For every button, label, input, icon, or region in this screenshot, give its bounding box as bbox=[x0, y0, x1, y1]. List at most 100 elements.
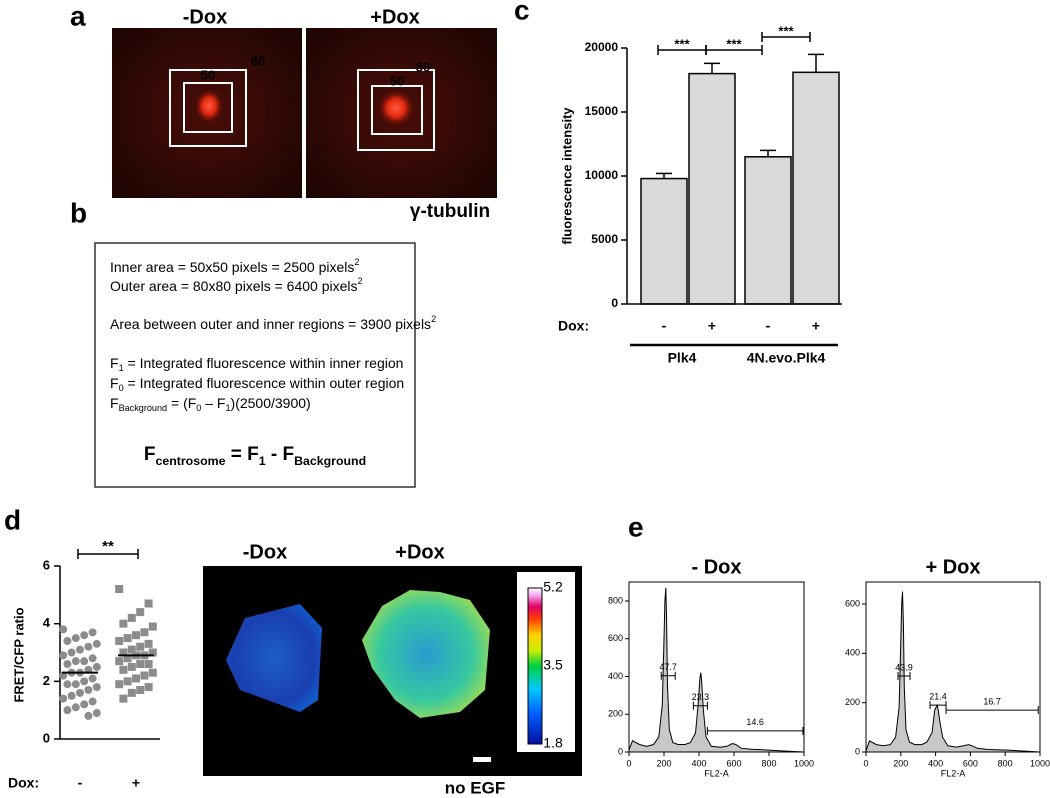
point bbox=[76, 688, 84, 697]
text-run: Outer area = 80x80 pixels = 6400 pixels bbox=[110, 278, 358, 294]
group-label: Plk4 bbox=[668, 350, 697, 366]
text-run: )(2500/3900) bbox=[231, 395, 311, 411]
text-run: F bbox=[144, 444, 156, 465]
text-run: = Integrated fluorescence within outer r… bbox=[124, 375, 405, 391]
y-tick-label: 2 bbox=[43, 673, 50, 688]
x-tick-label: 200 bbox=[656, 758, 671, 768]
point bbox=[144, 599, 153, 608]
bar bbox=[744, 156, 792, 305]
gate-label: 23.3 bbox=[692, 692, 710, 702]
colorbar bbox=[527, 587, 543, 745]
roi-label: 50 bbox=[390, 73, 404, 88]
point bbox=[115, 657, 124, 666]
point bbox=[144, 660, 153, 669]
point bbox=[59, 651, 68, 660]
point bbox=[71, 703, 80, 712]
point bbox=[132, 631, 140, 640]
y-tick-label: 0 bbox=[855, 746, 860, 756]
bar bbox=[792, 71, 840, 305]
x-tick-label: + bbox=[132, 775, 140, 791]
x-tick-label: 400 bbox=[691, 758, 706, 768]
y-tick-label: 20000 bbox=[585, 40, 619, 54]
chart-title: + Dox bbox=[925, 556, 980, 578]
y-tick-label: 400 bbox=[845, 648, 860, 658]
text-run: - F bbox=[266, 444, 295, 465]
subscript: 1 bbox=[259, 454, 266, 468]
point bbox=[63, 680, 72, 689]
text-run: F bbox=[110, 355, 119, 371]
text-run: = (F bbox=[167, 395, 196, 411]
formula-line: FBackground = (F0 – F1)(2500/3900) bbox=[110, 395, 311, 414]
x-tick-label: 800 bbox=[761, 758, 776, 768]
point bbox=[59, 625, 68, 634]
point bbox=[80, 677, 89, 686]
colorbar-label: 3.5 bbox=[543, 657, 563, 673]
point bbox=[92, 709, 101, 718]
point bbox=[140, 671, 149, 680]
x-axis-label: FL2-A bbox=[704, 768, 729, 778]
point bbox=[67, 648, 76, 657]
point bbox=[115, 636, 124, 645]
formula-line: Area between outer and inner regions = 3… bbox=[110, 314, 436, 331]
point bbox=[140, 628, 149, 637]
roi-label: 80 bbox=[416, 59, 430, 74]
significance: *** bbox=[726, 36, 742, 51]
point bbox=[67, 691, 76, 700]
point bbox=[148, 668, 157, 677]
dox-label: Dox: bbox=[558, 318, 589, 334]
group-label: 4N.evo.Plk4 bbox=[747, 350, 826, 366]
point bbox=[71, 680, 80, 689]
subscript: Background bbox=[119, 403, 168, 413]
image-caption: no EGF bbox=[445, 778, 505, 797]
point bbox=[63, 660, 72, 669]
panel-label: d bbox=[4, 504, 21, 535]
point bbox=[127, 613, 136, 622]
x-tick-label: 600 bbox=[963, 758, 978, 768]
x-tick-label: 200 bbox=[893, 758, 908, 768]
gate-label: 21.4 bbox=[929, 692, 947, 702]
formula-line: Outer area = 80x80 pixels = 6400 pixels2 bbox=[110, 276, 363, 293]
y-tick-label: 0 bbox=[618, 746, 623, 756]
point bbox=[71, 657, 80, 666]
subscript: centrosome bbox=[155, 454, 225, 468]
y-tick-label: 0 bbox=[43, 730, 50, 745]
y-axis-label: fluorescence intensity bbox=[559, 107, 574, 245]
plot-frame bbox=[865, 581, 1041, 753]
subscript: 1 bbox=[225, 403, 230, 413]
gate-label: 16.7 bbox=[983, 696, 1001, 706]
gate-label: 47.7 bbox=[659, 662, 677, 672]
image-title: -Dox bbox=[243, 541, 287, 563]
point bbox=[59, 694, 68, 703]
image-title: +Dox bbox=[370, 6, 419, 28]
point bbox=[92, 683, 101, 692]
point bbox=[127, 688, 136, 697]
point bbox=[115, 680, 124, 689]
y-axis-label: FRET/CFP ratio bbox=[11, 607, 26, 702]
x-tick-label: - bbox=[662, 318, 667, 334]
subscript: 1 bbox=[119, 363, 124, 373]
y-tick-label: 0 bbox=[611, 296, 618, 310]
text-run: Area between outer and inner regions = 3… bbox=[110, 316, 431, 332]
point bbox=[88, 654, 97, 663]
point bbox=[115, 585, 124, 594]
point bbox=[123, 654, 132, 663]
x-tick-label: 600 bbox=[726, 758, 741, 768]
point bbox=[119, 665, 128, 674]
x-tick-label: 1000 bbox=[794, 758, 814, 768]
y-tick-label: 5000 bbox=[591, 232, 618, 246]
text-run: – F bbox=[201, 395, 225, 411]
point bbox=[127, 662, 136, 671]
plot-frame bbox=[628, 581, 805, 753]
y-tick-label: 600 bbox=[608, 633, 623, 643]
supscript: 2 bbox=[354, 257, 359, 267]
significance: *** bbox=[778, 23, 794, 38]
point bbox=[127, 645, 136, 654]
y-tick-label: 15000 bbox=[585, 104, 619, 118]
chart-title: - Dox bbox=[692, 556, 742, 578]
x-tick-label: 0 bbox=[863, 758, 868, 768]
roi-boxes bbox=[169, 69, 435, 151]
point bbox=[132, 674, 140, 683]
x-tick-label: + bbox=[708, 318, 716, 334]
point bbox=[123, 634, 132, 643]
